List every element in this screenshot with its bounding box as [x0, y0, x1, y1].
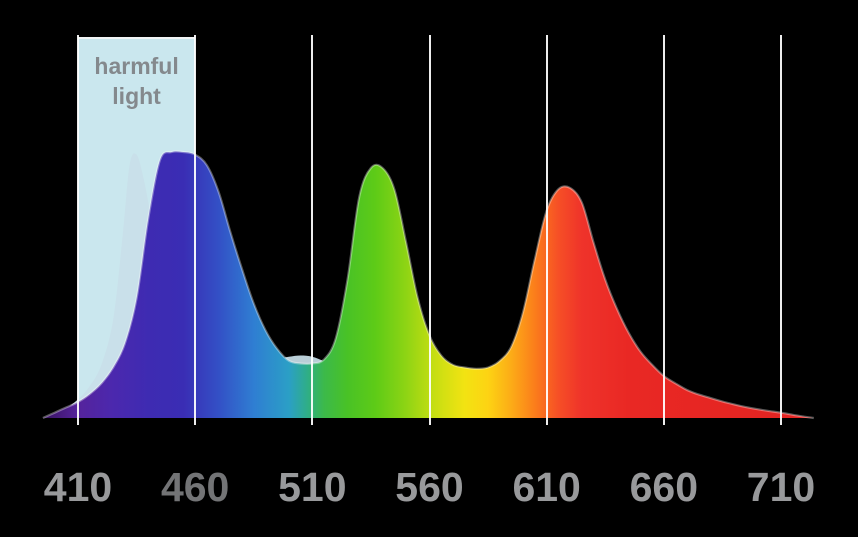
tick-label-460: 460: [160, 464, 230, 510]
tick-label-710: 710: [746, 464, 816, 510]
harmful-light-label: harmful light: [94, 53, 179, 110]
tick-label-410: 410: [43, 464, 113, 510]
gridline-460: [194, 35, 197, 425]
gridline-710: [780, 35, 782, 425]
tick-label-560: 560: [395, 464, 464, 510]
gridline-410: [77, 35, 79, 425]
tick-label-610: 610: [512, 464, 581, 510]
gridline-660: [662, 35, 665, 425]
tick-label-510: 510: [278, 464, 347, 510]
tick-label-660: 660: [629, 464, 699, 510]
gridline-560: [428, 35, 431, 425]
gridline-510: [311, 35, 314, 425]
gridline-610: [545, 35, 548, 425]
main-spectrum-curve: [42, 151, 814, 418]
